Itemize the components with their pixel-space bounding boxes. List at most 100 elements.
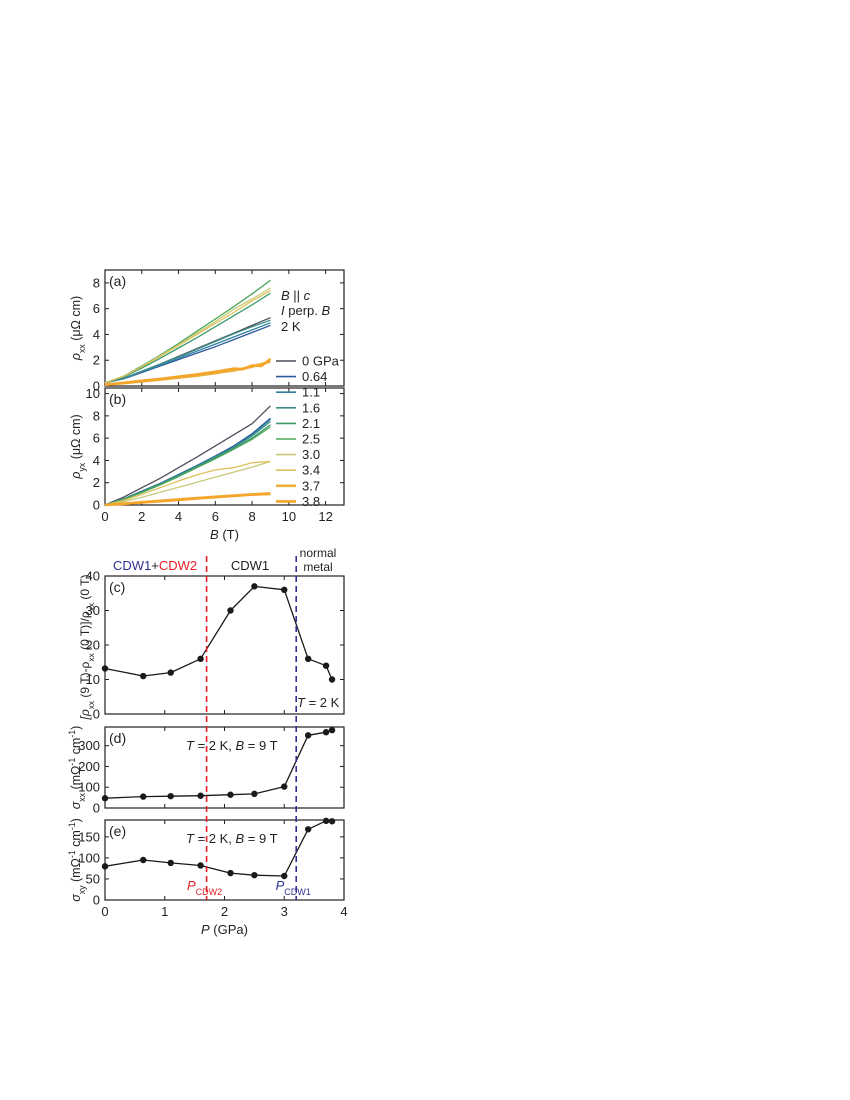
legend-label: 3.7: [302, 478, 320, 493]
annotation-T: T: [297, 695, 306, 710]
annotation-conditions: T = 2 K, B = 9 T: [186, 738, 278, 753]
label-part: -1: [67, 822, 77, 830]
label-part: xx: [86, 652, 96, 661]
panel-label: (d): [109, 730, 126, 746]
label-part: -1: [67, 850, 77, 858]
annotation-part: = 2 K,: [194, 831, 236, 846]
panel-frame: [104, 269, 345, 387]
y-tick-label: 20: [86, 638, 100, 653]
annotation-rest: = 2 K: [305, 695, 340, 710]
data-point: [197, 862, 204, 869]
y-axis-label: σxx (mΩ-1 cm-1): [67, 726, 87, 810]
phase-metal-label: metal: [303, 560, 332, 574]
data-point: [101, 863, 109, 870]
annotation-part: B: [236, 738, 245, 753]
label-part: (μΩ cm): [69, 414, 83, 462]
cond-perp: perp.: [285, 303, 322, 318]
data-point: [227, 791, 234, 798]
y-tick-label: 8: [93, 275, 100, 290]
y-axis-label: σxy (mΩ-1 cm-1): [67, 818, 87, 902]
label-part: (0 T): [78, 574, 92, 602]
y-tick-label: 40: [86, 569, 100, 584]
y-tick-label: 0: [93, 498, 100, 513]
series-line-0.64: [104, 417, 271, 506]
boundary-label-main: P: [276, 878, 285, 893]
cond-c: c: [304, 288, 311, 303]
label-part: cm: [69, 830, 83, 850]
data-point: [227, 607, 234, 614]
label-part: (mΩ: [69, 858, 83, 885]
data-point: [281, 872, 288, 880]
label-part: [ρ: [78, 709, 92, 720]
boundary-label-main: P: [187, 878, 196, 893]
x-tick-label: 8: [248, 509, 255, 524]
data-point: [304, 826, 312, 833]
data-point: [197, 792, 204, 799]
panel-label: (e): [109, 823, 126, 839]
cond-I: I: [281, 303, 285, 318]
phase-cdw1: CDW1: [113, 558, 151, 573]
x-tick-label: 4: [175, 509, 182, 524]
y-tick-label: 10: [86, 386, 100, 401]
label-part: ): [69, 726, 83, 730]
series-line-3.4: [104, 460, 271, 506]
data-point: [322, 662, 330, 669]
series-line-d: [104, 729, 333, 799]
y-tick-label: 50: [86, 871, 100, 886]
data-point: [328, 676, 336, 683]
legend-label: 1.1: [302, 385, 320, 400]
panel-label: (c): [109, 579, 125, 595]
data-point: [281, 783, 288, 790]
label-part: cm: [69, 738, 83, 758]
data-point: [251, 583, 258, 590]
cond-par: ||: [290, 288, 304, 303]
label-part: xx: [77, 344, 87, 353]
legend-label: 0 GPa: [302, 354, 340, 369]
boundary-label-sub: CDW1: [284, 887, 311, 897]
y-tick-label: 4: [93, 327, 100, 342]
data-point: [167, 669, 174, 676]
y-tick-label: 0: [93, 707, 100, 722]
data-point: [328, 726, 336, 734]
label-part: xx: [77, 792, 87, 801]
label-part: σ: [69, 801, 83, 809]
x-tick-label: 6: [212, 509, 219, 524]
data-point: [197, 655, 204, 662]
label-part: (T): [219, 527, 239, 542]
y-tick-label: 10: [86, 672, 100, 687]
data-point: [251, 871, 258, 879]
label-part: σ: [69, 894, 83, 902]
y-axis-label: [ρxx (9 T)-ρxx (0 T)]/ρxx (0 T): [78, 574, 96, 720]
y-tick-label: 0: [93, 379, 100, 394]
y-axis-label: ρyx (μΩ cm): [69, 414, 87, 479]
y-tick-label: 8: [93, 408, 100, 423]
legend-label: 2.1: [302, 416, 320, 431]
phase-cdw2: CDW2: [159, 558, 197, 573]
label-part: ρ: [69, 353, 83, 361]
panel-frame: [104, 575, 345, 715]
condition-block: B || cI perp. B2 K: [281, 288, 330, 334]
y-tick-label: 200: [78, 759, 100, 774]
x-tick-label: 0: [101, 509, 108, 524]
y-tick-label: 100: [78, 850, 100, 865]
label-part: (9 T)-ρ: [78, 661, 92, 700]
phase-boundary-label: PCDW1: [276, 878, 311, 897]
annotation-part: = 2 K,: [194, 738, 236, 753]
panel-frame: [104, 387, 345, 506]
x-axis-label: P (GPa): [201, 922, 248, 937]
legend-label: 3.0: [302, 447, 320, 462]
legend-label: 3.4: [302, 463, 320, 478]
y-tick-label: 6: [93, 431, 100, 446]
annotation-part: T: [186, 831, 195, 846]
series-line-e: [104, 820, 333, 877]
label-part: B: [210, 527, 219, 542]
data-point: [251, 790, 258, 798]
label-part: (mΩ: [69, 766, 83, 793]
panel-label: (a): [109, 273, 126, 289]
annotation-part: B: [236, 831, 245, 846]
label-part: yx: [77, 462, 87, 471]
